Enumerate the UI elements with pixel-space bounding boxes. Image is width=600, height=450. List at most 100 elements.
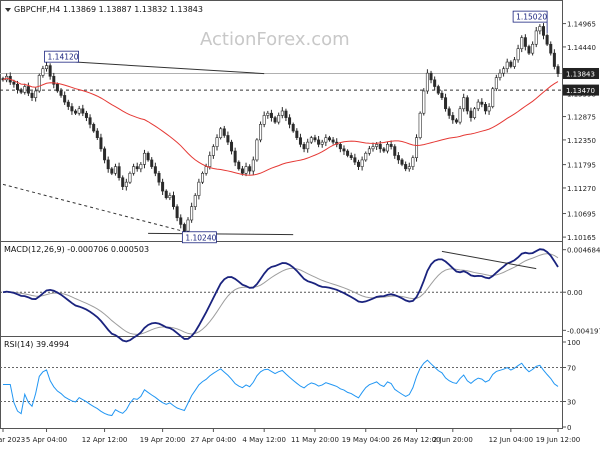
- candle-body: [378, 144, 382, 150]
- candle-body: [425, 72, 429, 92]
- candle-body: [95, 130, 99, 138]
- candle-body: [284, 110, 288, 118]
- price-tick-label: 1.12875: [567, 114, 596, 122]
- candle-body: [208, 155, 212, 167]
- candle-body: [306, 141, 310, 150]
- candle-body: [509, 61, 513, 67]
- candle-body: [353, 157, 357, 163]
- candle-body: [255, 139, 259, 161]
- candle-body: [124, 181, 128, 187]
- candle-body: [153, 166, 157, 174]
- x-tick-label: 19 Jun 12:00: [536, 436, 580, 444]
- candle-body: [12, 81, 16, 85]
- candle-body: [226, 135, 230, 143]
- candle-body: [552, 52, 556, 67]
- candle-body: [476, 101, 480, 110]
- annotation-label: 1.15020: [516, 13, 547, 22]
- candle-body: [168, 195, 172, 199]
- moving-average-line: [2, 77, 559, 176]
- candle-body: [204, 166, 208, 174]
- candle-body: [436, 86, 440, 94]
- candle-body: [422, 90, 426, 114]
- candle-body: [237, 161, 241, 170]
- rsi-panel: 100 70 30 0: [0, 339, 580, 432]
- candle-body: [502, 68, 506, 74]
- price-tick-label: 1.11270: [567, 185, 596, 193]
- support-level-box: [563, 84, 599, 96]
- current-price-label: 1.13843: [566, 70, 595, 78]
- candle-body: [309, 137, 313, 143]
- x-tick-label: 27 Apr 04:00: [191, 436, 237, 444]
- candle-body: [30, 92, 34, 98]
- dropdown-triangle-icon[interactable]: [5, 8, 11, 12]
- x-tick-label: 12 Jun 04:00: [489, 436, 533, 444]
- candle-body: [469, 110, 473, 118]
- candle-body: [84, 112, 88, 118]
- candle-body: [415, 137, 419, 159]
- candle-body: [92, 124, 96, 132]
- candle-body: [342, 148, 346, 152]
- candle-body: [447, 108, 451, 116]
- price-tick-label: 1.10695: [567, 211, 596, 219]
- candle-body: [346, 150, 350, 156]
- candle-body: [128, 172, 132, 183]
- candle-body: [132, 166, 136, 174]
- candle-body: [150, 159, 154, 167]
- price-tick-label: 1.10165: [567, 234, 596, 242]
- annotation-label: 1.10240: [185, 233, 216, 242]
- candle-body: [338, 144, 342, 150]
- candle-body: [327, 137, 331, 141]
- candle-body: [219, 128, 223, 138]
- candle-body: [364, 152, 368, 161]
- candle-body: [483, 104, 487, 112]
- candle-body: [197, 181, 201, 196]
- annotation-box: [512, 10, 548, 23]
- candle-body: [139, 164, 143, 170]
- candle-body: [70, 106, 74, 112]
- candle-body: [295, 130, 299, 138]
- candle-body: [465, 97, 469, 112]
- candle-body: [110, 168, 114, 174]
- candle-body: [186, 219, 190, 232]
- candle-body: [66, 101, 70, 107]
- rsi-tick-label: 0: [567, 424, 571, 432]
- watermark: ActionForex.com: [200, 29, 350, 50]
- candle-body: [375, 144, 379, 147]
- candle-body: [440, 92, 444, 98]
- candle-body: [59, 90, 63, 96]
- macd-tick-label: -0.004197: [567, 327, 600, 335]
- candle-body: [244, 166, 248, 174]
- candle-body: [356, 161, 360, 167]
- candle-body: [251, 159, 255, 172]
- candle-body: [146, 152, 150, 161]
- macd-panel: 0.004684 0.00 -0.004197: [0, 247, 600, 343]
- rsi-tick-label: 100: [567, 339, 580, 347]
- candle-body: [88, 117, 92, 125]
- candle-body: [175, 206, 179, 219]
- candle-body: [55, 83, 59, 92]
- rsi-line: [3, 359, 559, 417]
- candle-body: [404, 164, 408, 170]
- support-level-label: 1.13470: [566, 87, 595, 95]
- macd-label: MACD(12,26,9) -0.000706 0.000503: [4, 245, 149, 254]
- candle-body: [331, 139, 335, 143]
- price-tick-label: 1.11795: [567, 162, 596, 170]
- price-trendline: [46, 59, 265, 75]
- macd-tick-label: 0.004684: [567, 247, 600, 255]
- x-tick-label: 19 Apr 20:00: [140, 436, 186, 444]
- candle-body: [480, 101, 484, 105]
- annotation-box: [44, 50, 79, 63]
- candle-body: [240, 168, 244, 174]
- candle-body: [444, 97, 448, 110]
- candle-body: [52, 75, 56, 85]
- candle-body: [527, 46, 531, 54]
- x-tick-label: 26 May 12:00: [393, 436, 441, 444]
- candle-body: [37, 75, 41, 92]
- candle-body: [161, 181, 165, 192]
- candle-body: [262, 115, 266, 125]
- candle-body: [320, 141, 324, 145]
- candle-body: [74, 110, 78, 114]
- candle-body: [193, 195, 197, 207]
- candle-body: [400, 159, 404, 165]
